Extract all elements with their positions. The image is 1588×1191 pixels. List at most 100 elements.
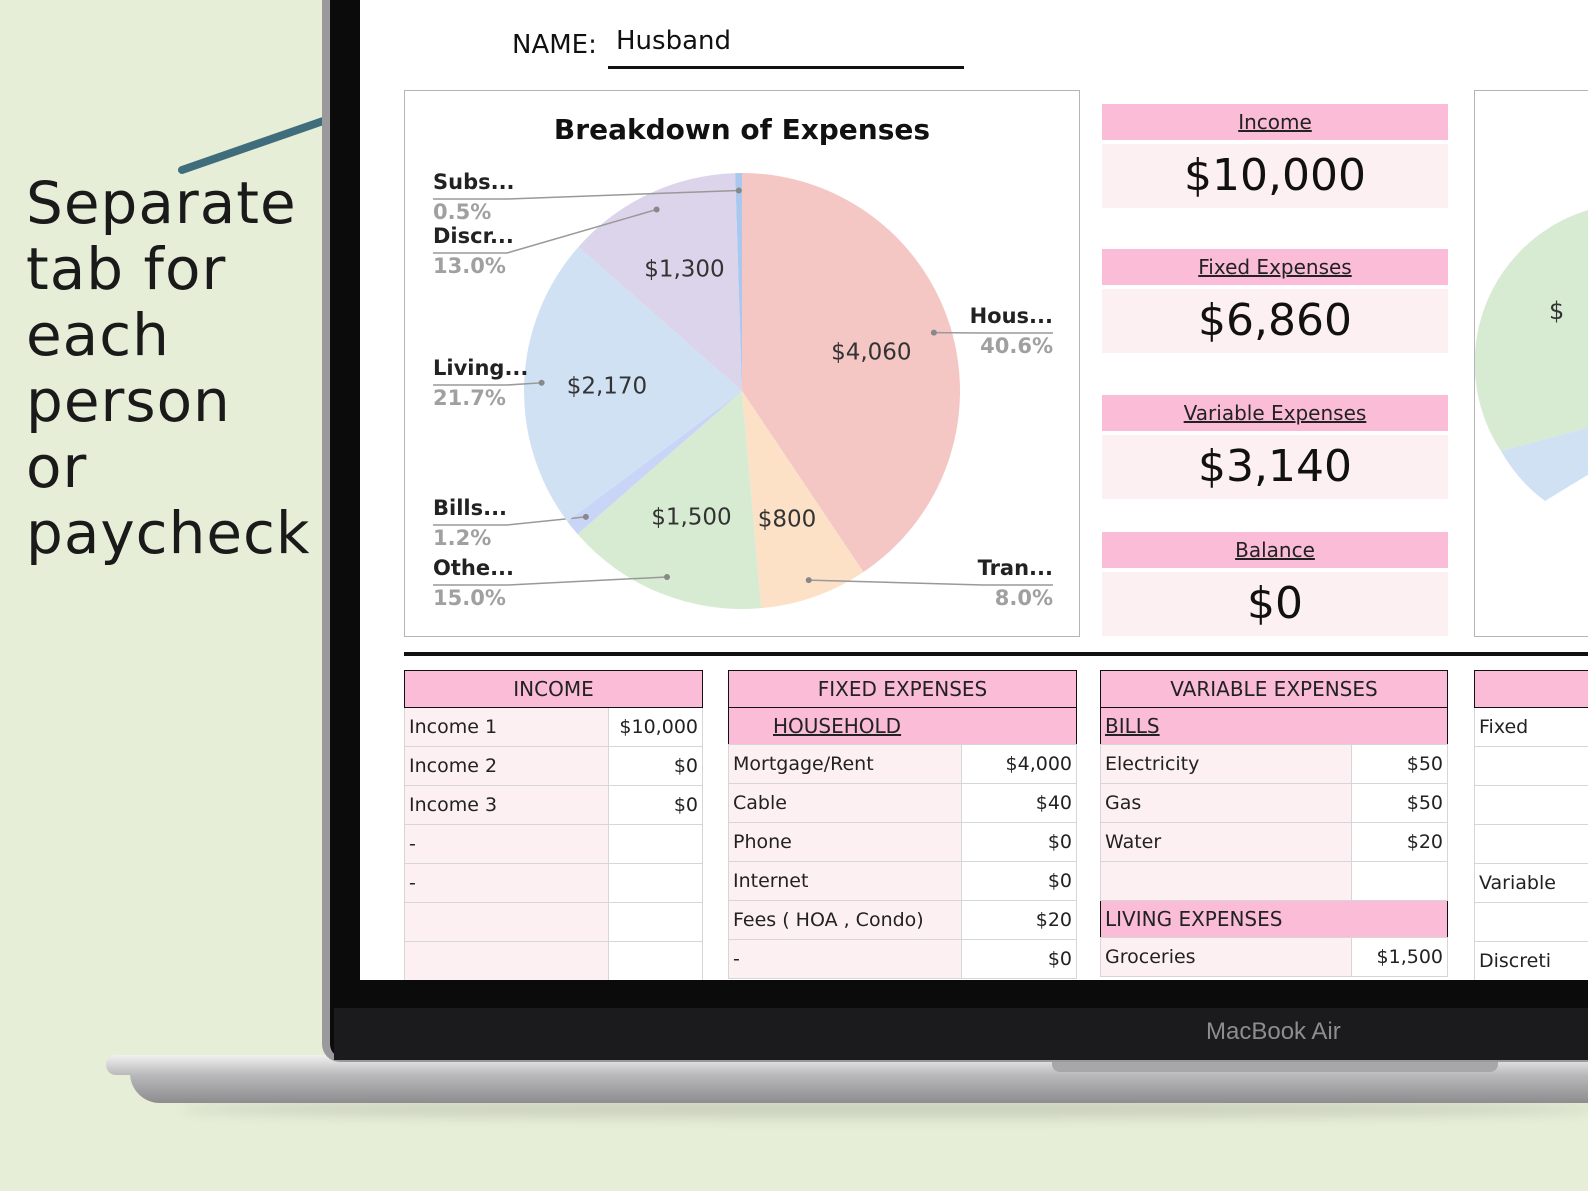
table-header: E (1474, 670, 1588, 708)
summary-label: Balance (1102, 532, 1448, 568)
name-value[interactable]: Husband (616, 26, 731, 56)
chart-title: Breakdown of Expenses (553, 113, 931, 146)
pie-percent-label: 13.0% (433, 254, 506, 278)
pie-slice (742, 173, 960, 573)
table-cell[interactable]: Variable (1474, 863, 1588, 903)
table-cell[interactable] (1474, 824, 1588, 864)
table-cell[interactable] (404, 941, 609, 980)
table-cell[interactable]: Phone (728, 822, 962, 862)
table-cell[interactable]: Income 1 (404, 707, 609, 747)
pie-percent-label: 0.5% (433, 200, 491, 224)
pie-svg: $4,060 Hous... 40.6% $800 Tran... 8.0% $1,500 O… (433, 170, 1053, 610)
table-cell[interactable]: $10,000 (608, 707, 703, 747)
pie-leader-dot (582, 513, 589, 520)
table-cell[interactable] (608, 902, 703, 942)
pie-category-label: Tran... (978, 556, 1053, 580)
pie-leader-dot (735, 187, 742, 194)
fixed-expenses-table: FIXED EXPENSES HOUSEHOLD Mortgage/Rent $4… (728, 670, 1077, 979)
table-cell[interactable]: Fees ( HOA , Condo) (728, 900, 962, 940)
table-subheader: HOUSEHOLD (728, 707, 1077, 745)
pie-category-label: Othe... (433, 556, 514, 580)
variable-expenses-table: VARIABLE EXPENSES BILLS Electricity $50 G… (1100, 670, 1448, 977)
table-cell[interactable]: $4,000 (961, 744, 1077, 784)
table-cell[interactable] (1100, 861, 1352, 901)
summary-value: $6,860 (1102, 289, 1448, 353)
pie-leader-dot (805, 577, 812, 584)
summary-label: Income (1102, 104, 1448, 140)
table-cell[interactable]: - (728, 939, 962, 979)
pie-category-label: Hous... (970, 304, 1053, 328)
table-cell[interactable] (1474, 746, 1588, 786)
table-cell[interactable]: Water (1100, 822, 1352, 862)
table-cell[interactable]: $50 (1351, 783, 1448, 823)
pie-leader-dot (663, 574, 670, 581)
name-label: NAME: (512, 30, 597, 60)
pie-category-label: Bills... (433, 496, 507, 520)
table-cell[interactable]: - (404, 824, 609, 864)
table-cell[interactable]: Fixed (1474, 707, 1588, 747)
table-subheader: BILLS (1100, 707, 1448, 745)
summary-income: Income $10,000 (1102, 104, 1448, 208)
pie-percent-label: 15.0% (433, 586, 506, 610)
table-header: VARIABLE EXPENSES (1100, 670, 1448, 708)
second-pie-label: $ (1549, 297, 1564, 325)
laptop-brand-label: MacBook Air (1206, 1018, 1341, 1045)
table-cell[interactable]: Internet (728, 861, 962, 901)
table-cell[interactable]: $20 (1351, 822, 1448, 862)
name-underline (608, 66, 964, 69)
summary-balance: Balance $0 (1102, 532, 1448, 636)
pie-slice (742, 391, 864, 609)
expense-pie-chart: Breakdown of Expenses $4,060 Hous... 40.6%… (404, 90, 1080, 637)
pie-slice (567, 391, 742, 535)
pie-slice (735, 173, 742, 391)
table-cell[interactable]: Income 3 (404, 785, 609, 825)
table-cell[interactable] (1351, 861, 1448, 901)
table-cell[interactable]: Cable (728, 783, 962, 823)
summary-value: $3,140 (1102, 435, 1448, 499)
table-cell[interactable] (608, 863, 703, 903)
table-header: FIXED EXPENSES (728, 670, 1077, 708)
table-cell[interactable]: $40 (961, 783, 1077, 823)
table-cell[interactable]: $0 (961, 939, 1077, 979)
table-header: INCOME (404, 670, 703, 708)
table-cell[interactable]: $0 (608, 746, 703, 786)
pie-percent-label: 1.2% (433, 526, 491, 550)
table-cell[interactable]: Discreti (1474, 941, 1588, 980)
second-pie-svg: $ (1475, 210, 1588, 501)
table-cell[interactable]: Electricity (1100, 744, 1352, 784)
pie-leader-line (433, 576, 668, 586)
table-cell[interactable]: Groceries (1100, 937, 1352, 977)
table-cell[interactable]: $1,500 (1351, 937, 1448, 977)
pie-leader-dot (538, 379, 545, 386)
table-cell[interactable] (1474, 902, 1588, 942)
summary-variable: Variable Expenses $3,140 (1102, 395, 1448, 499)
pie-leader-line (433, 208, 657, 254)
second-chart-partial: $ (1474, 90, 1588, 637)
pie-value-label: $1,300 (644, 257, 724, 283)
laptop-base-lip (130, 1073, 1588, 1103)
spreadsheet-screen: NAME: Husband Breakdown of Expenses $4,0… (360, 0, 1588, 980)
table-cell[interactable]: - (404, 863, 609, 903)
table-cell[interactable] (608, 941, 703, 980)
pie-leader-dot (930, 329, 937, 336)
pie-value-label: $2,170 (567, 373, 647, 399)
pie-percent-label: 40.6% (980, 334, 1053, 358)
table-cell[interactable]: $50 (1351, 744, 1448, 784)
pie-category-label: Living... (433, 356, 528, 380)
table-cell[interactable]: Income 2 (404, 746, 609, 786)
summary-fixed: Fixed Expenses $6,860 (1102, 249, 1448, 353)
table-cell[interactable]: Mortgage/Rent (728, 744, 962, 784)
table-cell[interactable]: Gas (1100, 783, 1352, 823)
pie-slice (524, 246, 742, 522)
table-cell[interactable]: $20 (961, 900, 1077, 940)
table-cell[interactable]: $0 (961, 861, 1077, 901)
table-cell[interactable] (404, 902, 609, 942)
table-cell[interactable] (608, 824, 703, 864)
pie-percent-label: 8.0% (995, 586, 1053, 610)
summary-label: Fixed Expenses (1102, 249, 1448, 285)
table-cell[interactable]: $0 (608, 785, 703, 825)
pie-category-label: Discr... (433, 224, 514, 248)
table-cell[interactable] (1474, 785, 1588, 825)
pie-leader-dot (653, 206, 660, 213)
table-cell[interactable]: $0 (961, 822, 1077, 862)
